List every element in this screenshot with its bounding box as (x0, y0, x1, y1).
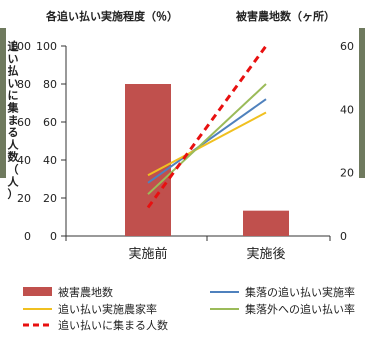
right-tick-label: 40 (340, 103, 354, 116)
left-inner-tick-label: 80 (43, 78, 57, 91)
left-inner-tick-label: 100 (36, 40, 57, 53)
left-inner-tick-label: 40 (43, 154, 57, 167)
legend-label: 被害農地数 (58, 285, 113, 299)
outer-title-char: 追 (8, 39, 20, 53)
right-tick-label: 60 (340, 40, 354, 53)
bar-2 (243, 210, 289, 236)
legend-label: 追い払い実施農家率 (58, 302, 157, 316)
photo-edge-right (359, 28, 365, 178)
left-outer-axis-title: 追い払いに集まる人数（人） (7, 39, 20, 201)
left-inner-axis-title: 各追い払い実施程度（％） (45, 9, 178, 23)
bar-1 (125, 84, 171, 236)
series-line-3 (147, 83, 267, 195)
category-label: 実施後 (246, 246, 285, 262)
legend-label: 追い払いに集まる人数 (58, 318, 168, 332)
left-outer-tick-label: 0 (24, 230, 31, 243)
legend-label: 集落の追い払い実施率 (245, 285, 355, 299)
outer-title-char: い (8, 52, 19, 65)
outer-title-char: 人 (8, 174, 20, 188)
left-inner-tick-label: 60 (43, 116, 57, 129)
series-line-2 (147, 111, 267, 177)
right-tick-label: 20 (340, 167, 354, 180)
left-inner-tick-label: 20 (43, 192, 57, 205)
outer-title-char: る (8, 126, 19, 139)
outer-title-char: 集 (7, 101, 20, 115)
left-outer-tick-label: 60 (17, 116, 31, 129)
legend-swatch-bar (23, 287, 52, 296)
outer-title-char: 払 (8, 64, 19, 78)
left-inner-tick-label: 0 (50, 230, 57, 243)
legend-label: 集落外への追い払い率 (245, 302, 355, 316)
outer-title-char: ） (8, 188, 19, 201)
right-tick-label: 0 (340, 230, 347, 243)
series-line-1 (147, 98, 267, 184)
series-line-4 (146, 45, 268, 209)
left-outer-tick-label: 80 (17, 78, 31, 91)
left-outer-tick-label: 20 (17, 192, 31, 205)
outer-title-char: （ (8, 163, 19, 176)
outer-title-char: 数 (8, 150, 20, 164)
outer-title-char: に (8, 89, 19, 102)
photo-edge-left (0, 28, 6, 178)
outer-title-char: ま (8, 114, 19, 127)
left-outer-tick-label: 100 (10, 40, 31, 53)
left-outer-tick-label: 40 (17, 154, 31, 167)
category-label: 実施前 (128, 246, 167, 262)
outer-title-char: い (8, 77, 19, 90)
outer-title-char: 人 (8, 137, 20, 151)
right-axis-title: 被害農地数（ヶ所） (236, 9, 335, 23)
